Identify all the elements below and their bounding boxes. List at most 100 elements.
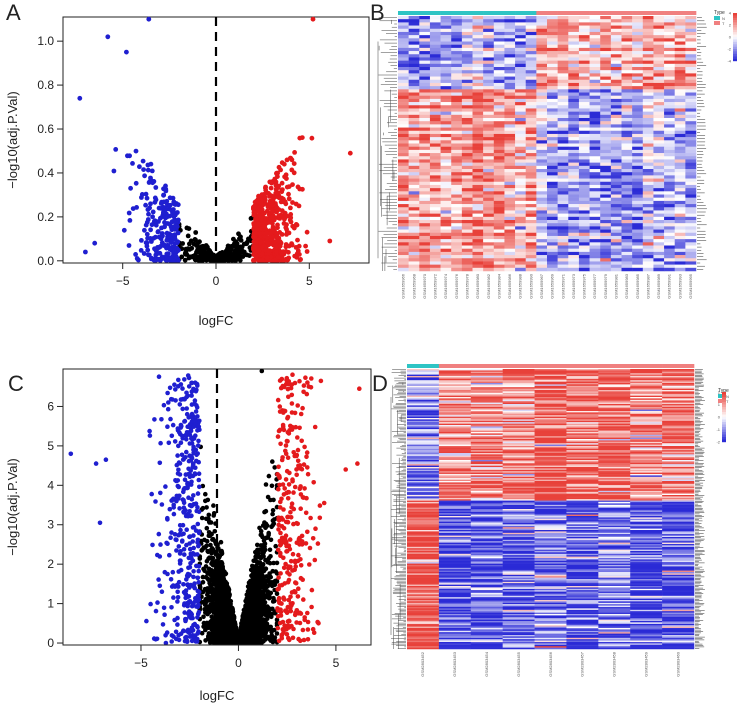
color-scale-step bbox=[733, 53, 737, 57]
heatmap-cell bbox=[674, 216, 686, 221]
heatmap-cell bbox=[600, 194, 612, 198]
heatmap-cell bbox=[429, 130, 441, 135]
heatmap-cell bbox=[504, 143, 516, 147]
heatmap-cell bbox=[664, 146, 675, 151]
heatmap-cell bbox=[642, 38, 654, 42]
heatmap-cell bbox=[632, 137, 644, 141]
heatmap-cell bbox=[674, 38, 686, 42]
heatmap-cell bbox=[600, 70, 612, 74]
heatmap-cell bbox=[578, 31, 590, 36]
heatmap-cell bbox=[578, 156, 590, 160]
heatmap-cell bbox=[642, 207, 654, 211]
heatmap-cell bbox=[515, 82, 526, 87]
heatmap-cell bbox=[685, 118, 697, 122]
color-scale-step bbox=[733, 51, 737, 54]
heatmap-cell bbox=[685, 162, 697, 167]
heatmap-cell bbox=[419, 98, 431, 103]
heatmap-cell bbox=[440, 191, 452, 195]
heatmap-cell bbox=[398, 89, 409, 93]
heatmap-cell bbox=[642, 76, 654, 80]
heatmap-cell bbox=[408, 47, 420, 52]
point-up bbox=[266, 220, 271, 225]
heatmap-cell bbox=[536, 264, 548, 269]
heatmap-cell bbox=[504, 51, 516, 55]
point-down bbox=[161, 192, 166, 198]
heatmap-cell bbox=[451, 67, 463, 71]
heatmap-cell bbox=[547, 248, 558, 253]
heatmap-cell bbox=[504, 191, 516, 195]
heatmap-cell bbox=[536, 73, 548, 77]
heatmap-cell bbox=[493, 188, 505, 192]
heatmap-cell bbox=[632, 143, 644, 147]
point-ns bbox=[186, 226, 192, 232]
heatmap-cell bbox=[674, 41, 686, 45]
heatmap-cell bbox=[600, 175, 612, 179]
point-ns bbox=[185, 233, 191, 239]
heatmap-cell bbox=[472, 191, 484, 195]
heatmap-cell bbox=[461, 102, 473, 106]
heatmap-cell bbox=[504, 194, 516, 198]
point-up bbox=[291, 225, 297, 231]
heatmap-cell bbox=[653, 44, 665, 49]
heatmap-cell bbox=[440, 188, 452, 192]
heatmap-cell bbox=[472, 255, 484, 259]
heatmap-cell bbox=[504, 133, 516, 138]
point-ns bbox=[244, 241, 250, 247]
heatmap-cell bbox=[408, 76, 420, 80]
heatmap-cell bbox=[461, 172, 473, 176]
heatmap-cell bbox=[483, 216, 495, 221]
heatmap-cell bbox=[632, 98, 644, 103]
point-down bbox=[170, 258, 176, 264]
heatmap-cell bbox=[493, 184, 505, 189]
heatmap-cell bbox=[642, 210, 654, 214]
heatmap-cell bbox=[504, 79, 516, 84]
heatmap-cell bbox=[398, 140, 409, 144]
heatmap-cell bbox=[621, 188, 633, 192]
color-scale-step bbox=[733, 46, 737, 50]
color-scale-step bbox=[733, 29, 737, 33]
heatmap-cell bbox=[408, 73, 420, 77]
heatmap-cell bbox=[451, 175, 463, 179]
heatmap-cell bbox=[461, 226, 473, 230]
heatmap-cell bbox=[419, 245, 431, 249]
heatmap-cell bbox=[578, 82, 590, 87]
heatmap-cell bbox=[653, 121, 665, 125]
heatmap-cell bbox=[685, 181, 697, 186]
heatmap-cell bbox=[398, 82, 409, 87]
heatmap-cell bbox=[525, 79, 537, 84]
heatmap-cell bbox=[398, 111, 409, 116]
heatmap-cell bbox=[429, 54, 441, 58]
heatmap-cell bbox=[429, 204, 441, 208]
heatmap-cell bbox=[664, 127, 675, 131]
heatmap-cell bbox=[664, 251, 675, 256]
heatmap-cell bbox=[525, 73, 537, 77]
point-up bbox=[254, 216, 260, 222]
heatmap-cell bbox=[589, 51, 601, 55]
heatmap-cell bbox=[472, 235, 484, 240]
heatmap-cell bbox=[664, 47, 675, 52]
heatmap-cell bbox=[632, 232, 644, 237]
column-label: GSM1659973 bbox=[571, 273, 576, 298]
heatmap-cell bbox=[504, 67, 516, 71]
heatmap-cell bbox=[504, 98, 516, 103]
heatmap-cell bbox=[515, 111, 526, 116]
point-ns bbox=[204, 505, 209, 510]
heatmap-cell bbox=[632, 105, 644, 109]
heatmap-cell bbox=[568, 153, 580, 157]
heatmap-cell bbox=[398, 207, 409, 211]
heatmap-cell bbox=[419, 216, 431, 221]
heatmap-cell bbox=[600, 264, 612, 269]
heatmap-cell bbox=[451, 261, 463, 265]
heatmap-cell bbox=[472, 210, 484, 214]
heatmap-cell bbox=[642, 204, 654, 208]
heatmap-cell bbox=[440, 261, 452, 265]
heatmap-cell bbox=[398, 204, 409, 208]
heatmap-cell bbox=[610, 255, 622, 259]
heatmap-cell bbox=[685, 200, 697, 205]
heatmap-cell bbox=[429, 169, 441, 173]
color-scale-label: 2 bbox=[729, 23, 732, 28]
heatmap-cell bbox=[472, 204, 484, 208]
heatmap-cell bbox=[600, 92, 612, 96]
heatmap-cell bbox=[578, 70, 590, 74]
heatmap-cell bbox=[398, 251, 409, 256]
